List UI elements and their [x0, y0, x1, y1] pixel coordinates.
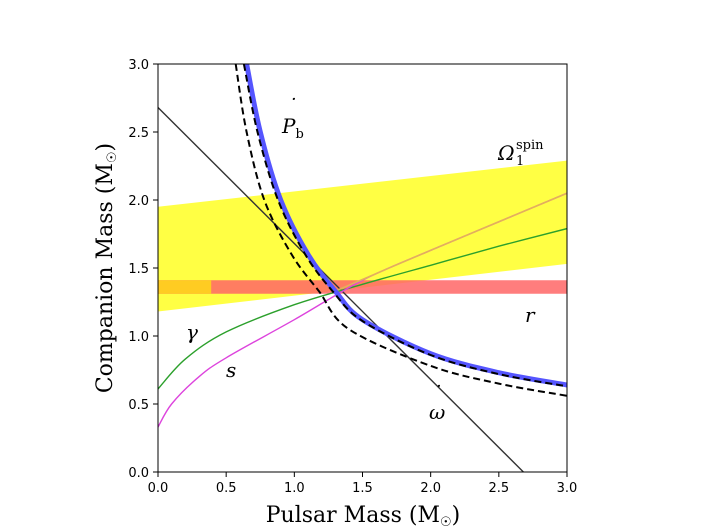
x-tick-label: 0.0	[148, 481, 169, 496]
s-label: s	[226, 358, 236, 382]
y-tick-label: 1.0	[128, 330, 149, 345]
y-tick-label: 0.0	[128, 466, 149, 481]
x-ticks: 0.0 0.5 1.0 1.5 2.0 2.5 3.0	[148, 472, 578, 496]
pbdot-band-curve	[244, 64, 567, 388]
r-label: r	[525, 303, 536, 327]
y-tick-label: 0.5	[128, 398, 149, 413]
omega-spin-sup: spin	[516, 138, 544, 153]
x-tick-label: 3.0	[557, 481, 578, 496]
shapiro-r-band	[158, 280, 567, 294]
pbdot-dot: ˙	[287, 94, 297, 118]
x-tick-label: 1.5	[352, 481, 373, 496]
y-tick-label: 2.0	[128, 194, 149, 209]
omegadot-dot: ˙	[432, 381, 442, 405]
pbdot-lower-dashed	[234, 64, 567, 397]
spin-center-curve	[334, 192, 567, 292]
pbdot-upper-dashed	[242, 64, 567, 388]
omegadot-label: ω	[429, 400, 445, 424]
spin-precession-band	[158, 160, 567, 312]
y-tick-label: 2.5	[128, 126, 149, 141]
omega-spin-sub: 1	[516, 154, 524, 169]
x-axis-title: Pulsar Mass (M☉)	[266, 503, 461, 530]
gamma-label: γ	[186, 320, 198, 344]
pbdot-label: Pb	[281, 114, 304, 142]
x-tick-label: 2.0	[420, 481, 441, 496]
y-tick-label: 1.5	[128, 262, 149, 277]
overlap-band	[158, 280, 212, 294]
y-tick-label: 3.0	[128, 58, 149, 73]
plot-content	[158, 64, 567, 472]
y-axis-title: Companion Mass (M☉)	[93, 143, 120, 393]
x-tick-label: 1.0	[284, 481, 305, 496]
omega-spin-label: Ω	[497, 141, 515, 165]
x-tick-label: 2.5	[488, 481, 509, 496]
y-ticks: 0.0 0.5 1.0 1.5 2.0 2.5 3.0	[128, 58, 158, 481]
omega-dot-line	[158, 107, 524, 472]
x-tick-label: 0.5	[216, 481, 237, 496]
